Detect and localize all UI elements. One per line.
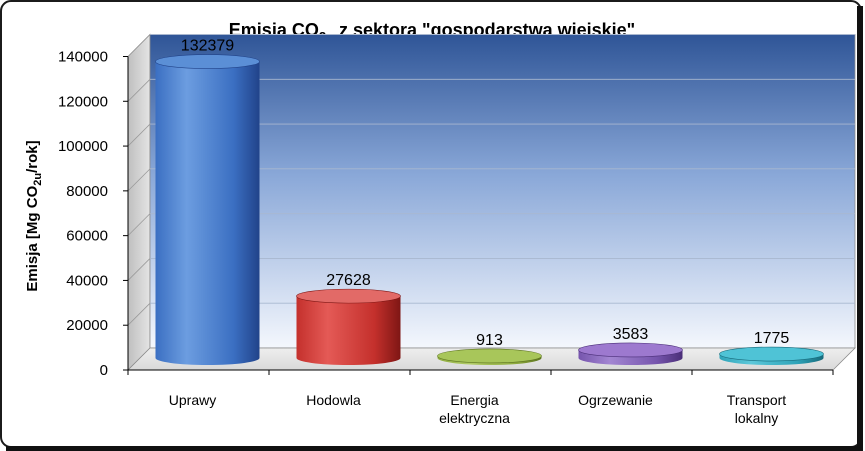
x-tick-label: Energia xyxy=(450,392,498,408)
bar-top xyxy=(719,346,824,362)
frame-shadow-bottom xyxy=(6,446,863,451)
data-label: 913 xyxy=(476,332,503,349)
y-tick-label: 80000 xyxy=(66,183,108,200)
bar xyxy=(155,54,260,365)
plot-area: 0 20000 40000 60000 80000 100000 120000 140000 1… xyxy=(58,33,856,426)
bar xyxy=(578,342,683,366)
x-tick-label: lokalny xyxy=(735,410,779,426)
y-tick-label: 20000 xyxy=(66,317,108,334)
y-tick-label: 120000 xyxy=(58,93,108,110)
gridline-side xyxy=(127,123,151,147)
x-tick-label: Ogrzewanie xyxy=(578,392,653,408)
side-wall xyxy=(127,33,151,371)
gridline-side xyxy=(127,258,151,281)
bar-top xyxy=(437,348,542,364)
y-axis-label: Emisja [Mg CO2u/rok] xyxy=(24,140,44,291)
data-label: 1775 xyxy=(754,330,790,347)
x-tick-label: Uprawy xyxy=(169,392,216,408)
y-tick-label: 140000 xyxy=(58,49,108,66)
y-tick-label: 40000 xyxy=(66,272,108,289)
x-tick-label: Transport xyxy=(727,392,787,408)
bar xyxy=(296,288,401,366)
data-label: 132379 xyxy=(181,38,234,55)
gridline-side xyxy=(127,302,151,326)
frame-shadow-right xyxy=(857,6,863,449)
gridline-side xyxy=(127,34,151,57)
bar xyxy=(437,348,542,366)
ylabel-suffix: /rok] xyxy=(24,140,41,173)
bar-body xyxy=(155,61,260,365)
data-label: 27628 xyxy=(326,272,371,289)
bar-body xyxy=(296,296,401,366)
bar-top xyxy=(578,342,683,358)
y-tick-label: 60000 xyxy=(66,228,108,245)
gridline-side xyxy=(127,213,151,236)
data-label: 3583 xyxy=(613,326,649,343)
y-tick-label: 0 xyxy=(100,362,108,379)
gridline-side xyxy=(127,168,151,192)
ylabel-prefix: Emisja [Mg CO xyxy=(24,185,41,291)
bar-top xyxy=(296,288,401,304)
ylabel-subscript: 2u xyxy=(32,173,44,186)
bar-top xyxy=(155,54,260,69)
y-tick-label: 100000 xyxy=(58,138,108,155)
gridline-side xyxy=(127,79,151,102)
x-tick-label: elektryczna xyxy=(439,410,510,426)
back-wall xyxy=(149,34,856,349)
bar xyxy=(719,346,824,366)
x-tick-label: Hodowla xyxy=(306,392,361,408)
